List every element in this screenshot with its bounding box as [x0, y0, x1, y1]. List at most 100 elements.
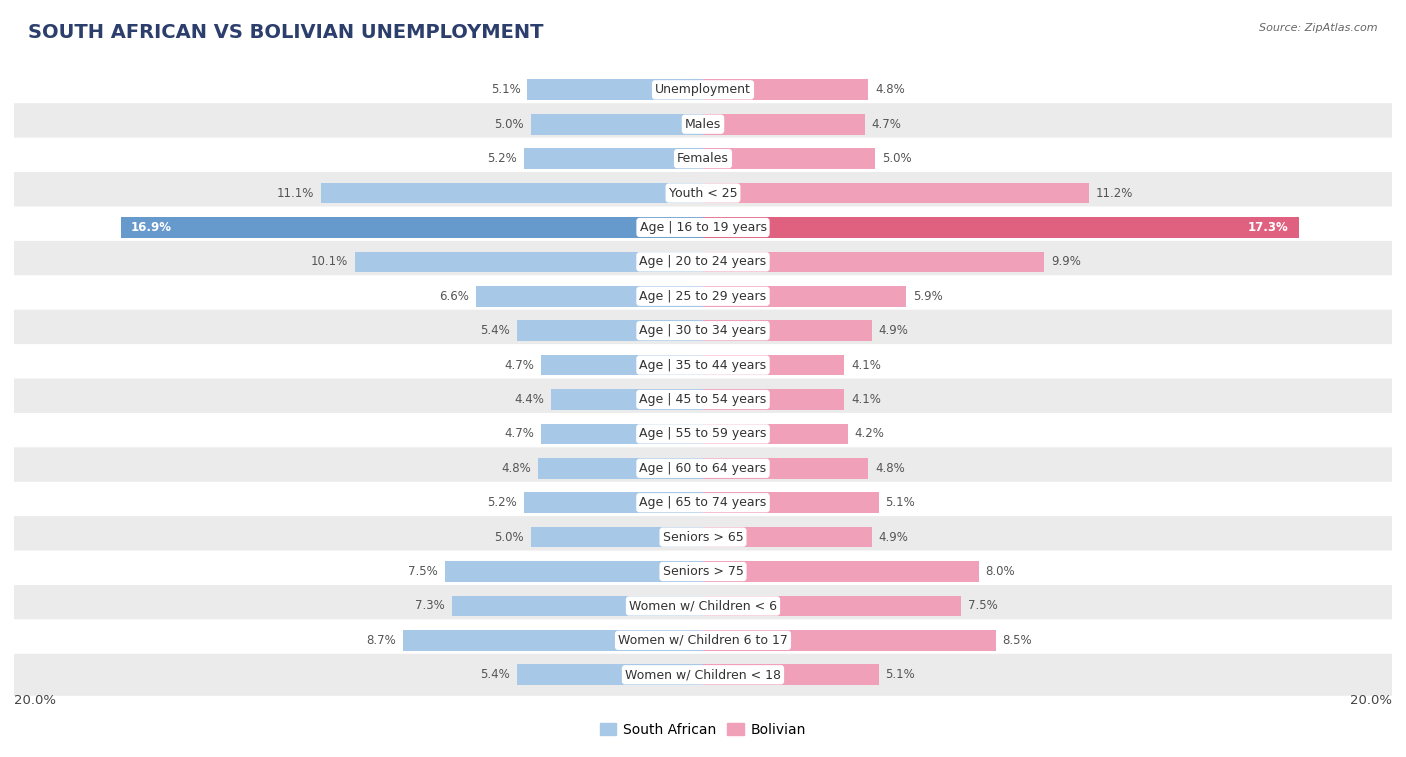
Text: 8.0%: 8.0%	[986, 565, 1015, 578]
Text: Age | 30 to 34 years: Age | 30 to 34 years	[640, 324, 766, 337]
Text: 5.2%: 5.2%	[488, 497, 517, 509]
Bar	[537, 458, 703, 478]
Bar	[524, 148, 703, 169]
Bar	[703, 527, 872, 547]
FancyBboxPatch shape	[8, 378, 1398, 420]
Bar	[703, 389, 844, 410]
Bar	[703, 251, 1045, 273]
Bar	[444, 561, 703, 582]
Text: 5.1%: 5.1%	[886, 497, 915, 509]
Text: 4.4%: 4.4%	[515, 393, 544, 406]
FancyBboxPatch shape	[8, 619, 1398, 662]
Text: 4.8%: 4.8%	[501, 462, 531, 475]
FancyBboxPatch shape	[8, 481, 1398, 524]
Bar	[703, 182, 1088, 204]
FancyBboxPatch shape	[8, 138, 1398, 179]
Text: 9.9%: 9.9%	[1050, 255, 1081, 268]
Text: 17.3%: 17.3%	[1249, 221, 1289, 234]
Text: 7.5%: 7.5%	[408, 565, 437, 578]
Text: 4.9%: 4.9%	[879, 531, 908, 544]
Bar	[527, 79, 703, 100]
Text: 4.1%: 4.1%	[851, 359, 882, 372]
Text: 5.0%: 5.0%	[495, 531, 524, 544]
Bar	[703, 320, 872, 341]
Bar	[703, 596, 962, 616]
Text: Age | 25 to 29 years: Age | 25 to 29 years	[640, 290, 766, 303]
Bar	[703, 458, 869, 478]
FancyBboxPatch shape	[8, 654, 1398, 696]
Text: 8.7%: 8.7%	[367, 634, 396, 646]
Text: 5.1%: 5.1%	[886, 668, 915, 681]
Text: Age | 55 to 59 years: Age | 55 to 59 years	[640, 428, 766, 441]
Text: 4.2%: 4.2%	[855, 428, 884, 441]
Bar	[703, 114, 865, 135]
Text: 5.4%: 5.4%	[481, 668, 510, 681]
Text: Youth < 25: Youth < 25	[669, 186, 737, 200]
Text: 4.1%: 4.1%	[851, 393, 882, 406]
Bar	[703, 424, 848, 444]
FancyBboxPatch shape	[8, 207, 1398, 248]
FancyBboxPatch shape	[8, 103, 1398, 145]
Bar	[703, 148, 875, 169]
Text: Age | 16 to 19 years: Age | 16 to 19 years	[640, 221, 766, 234]
Bar	[451, 596, 703, 616]
FancyBboxPatch shape	[8, 276, 1398, 317]
Text: Unemployment: Unemployment	[655, 83, 751, 96]
Bar	[703, 561, 979, 582]
Text: 4.8%: 4.8%	[875, 462, 905, 475]
Text: Females: Females	[678, 152, 728, 165]
Bar	[551, 389, 703, 410]
Bar	[703, 355, 844, 375]
Bar	[524, 492, 703, 513]
Text: Women w/ Children 6 to 17: Women w/ Children 6 to 17	[619, 634, 787, 646]
Bar	[703, 492, 879, 513]
Text: 11.2%: 11.2%	[1095, 186, 1133, 200]
Bar	[517, 665, 703, 685]
Text: Age | 60 to 64 years: Age | 60 to 64 years	[640, 462, 766, 475]
Text: Males: Males	[685, 118, 721, 131]
Bar	[531, 527, 703, 547]
Text: 4.7%: 4.7%	[872, 118, 901, 131]
Bar	[121, 217, 703, 238]
Bar	[703, 665, 879, 685]
Text: 4.7%: 4.7%	[505, 359, 534, 372]
Text: Age | 35 to 44 years: Age | 35 to 44 years	[640, 359, 766, 372]
FancyBboxPatch shape	[8, 447, 1398, 489]
Text: 4.7%: 4.7%	[505, 428, 534, 441]
Text: 5.9%: 5.9%	[912, 290, 943, 303]
Bar	[356, 251, 703, 273]
Text: 5.0%: 5.0%	[495, 118, 524, 131]
FancyBboxPatch shape	[8, 550, 1398, 593]
FancyBboxPatch shape	[8, 413, 1398, 455]
Text: SOUTH AFRICAN VS BOLIVIAN UNEMPLOYMENT: SOUTH AFRICAN VS BOLIVIAN UNEMPLOYMENT	[28, 23, 544, 42]
Text: Seniors > 75: Seniors > 75	[662, 565, 744, 578]
Text: Age | 45 to 54 years: Age | 45 to 54 years	[640, 393, 766, 406]
Bar	[541, 424, 703, 444]
Text: 6.6%: 6.6%	[439, 290, 468, 303]
Text: Women w/ Children < 18: Women w/ Children < 18	[626, 668, 780, 681]
Text: 8.5%: 8.5%	[1002, 634, 1032, 646]
Text: 7.5%: 7.5%	[969, 600, 998, 612]
Text: Source: ZipAtlas.com: Source: ZipAtlas.com	[1260, 23, 1378, 33]
Bar	[703, 79, 869, 100]
Legend: South African, Bolivian: South African, Bolivian	[593, 717, 813, 742]
FancyBboxPatch shape	[8, 344, 1398, 386]
Text: 5.4%: 5.4%	[481, 324, 510, 337]
Bar	[703, 286, 907, 307]
FancyBboxPatch shape	[8, 241, 1398, 283]
Text: 20.0%: 20.0%	[1350, 694, 1392, 707]
FancyBboxPatch shape	[8, 69, 1398, 111]
Text: 16.9%: 16.9%	[131, 221, 172, 234]
Bar	[703, 217, 1299, 238]
Bar	[404, 630, 703, 651]
Text: Age | 65 to 74 years: Age | 65 to 74 years	[640, 497, 766, 509]
Text: Women w/ Children < 6: Women w/ Children < 6	[628, 600, 778, 612]
Bar	[475, 286, 703, 307]
FancyBboxPatch shape	[8, 310, 1398, 352]
Text: 11.1%: 11.1%	[277, 186, 314, 200]
Text: 10.1%: 10.1%	[311, 255, 349, 268]
Text: 5.0%: 5.0%	[882, 152, 911, 165]
Text: Seniors > 65: Seniors > 65	[662, 531, 744, 544]
FancyBboxPatch shape	[8, 585, 1398, 627]
Text: 4.9%: 4.9%	[879, 324, 908, 337]
